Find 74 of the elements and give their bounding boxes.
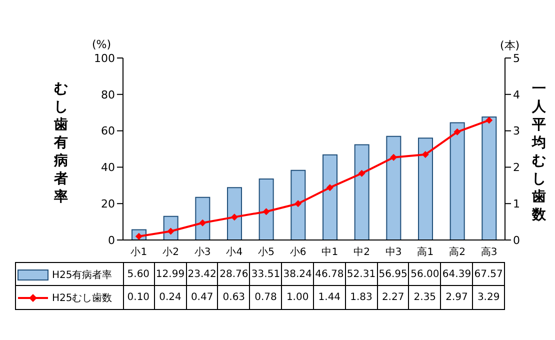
data-label: 46.78 [314, 263, 346, 286]
y-tick-label: 60 [101, 124, 115, 138]
data-label: 2.35 [410, 286, 442, 309]
x-tick-label: 小5 [258, 246, 274, 258]
bar [290, 170, 306, 240]
point [294, 200, 302, 208]
legend-label: H25有病者率 [52, 268, 112, 282]
text: (本) [500, 38, 520, 53]
x-tick-label: 中2 [354, 246, 370, 258]
bar [386, 136, 402, 240]
x-tick-label: 高2 [449, 246, 466, 258]
x-tick-label: 中1 [322, 246, 338, 258]
y2-tick-label: 1 [513, 198, 520, 211]
data-label: 1.44 [314, 286, 346, 309]
y2-tick-label: 2 [513, 161, 520, 174]
point [262, 208, 270, 216]
bar [322, 154, 338, 240]
point [390, 154, 398, 161]
point [230, 214, 238, 221]
data-label: 1.00 [282, 286, 314, 309]
y2-tick-label: 0 [513, 234, 520, 247]
y-tick-label: 0 [108, 234, 115, 247]
x-tick-label: 小6 [290, 246, 306, 258]
y-tick-label: 40 [101, 161, 115, 174]
data-label: 12.99 [154, 263, 187, 286]
data-label: 5.60 [123, 263, 155, 286]
x-tick-label: 小4 [226, 246, 243, 258]
y-axis-title: むし歯有病者率 [52, 80, 69, 206]
data-label: 3.29 [473, 286, 505, 309]
data-label: 33.51 [250, 263, 282, 286]
point [199, 219, 206, 226]
bar [418, 138, 433, 240]
bar [450, 122, 465, 240]
data-label: 52.31 [346, 263, 378, 286]
data-label: 0.10 [123, 286, 155, 309]
bar [354, 144, 370, 240]
data-label: 0.47 [186, 286, 218, 309]
data-label: 2.27 [378, 286, 410, 309]
data-label: 23.42 [186, 263, 218, 286]
x-tick-label: 高3 [480, 246, 498, 258]
y2-tick-label: 3 [513, 124, 520, 138]
data-label: 2.97 [441, 286, 474, 309]
point [422, 150, 429, 158]
x-tick-label: 中3 [385, 246, 402, 258]
point [326, 184, 334, 192]
data-label: 64.39 [441, 263, 474, 286]
y2-tick-label: 5 [513, 52, 520, 65]
data-label: 56.95 [378, 263, 410, 286]
data-label: 0.78 [250, 286, 282, 309]
data-label: 38.24 [282, 263, 314, 286]
y-tick-label: 80 [101, 88, 115, 102]
y-tick-label: 100 [94, 52, 115, 65]
y2-axis-title: 一人平均むし歯数 [530, 80, 547, 224]
text: (%) [92, 38, 112, 51]
point [454, 128, 461, 136]
x-tick-label: 小3 [194, 246, 211, 258]
data-label: 56.00 [410, 263, 442, 286]
point [486, 116, 493, 124]
x-tick-label: 小1 [130, 246, 148, 258]
data-label: 1.83 [346, 286, 378, 309]
bar [195, 196, 210, 240]
legend-label: H25むし歯数 [52, 292, 112, 304]
bar [258, 178, 274, 240]
data-label: 0.63 [218, 286, 250, 309]
x-tick-label: 小2 [162, 246, 179, 258]
x-tick-label: 高1 [417, 246, 434, 258]
point [358, 170, 366, 177]
bar [482, 116, 497, 240]
bar [227, 187, 242, 240]
y2-tick-label: 4 [513, 88, 520, 102]
y-tick-label: 20 [101, 198, 115, 211]
data-label: 67.57 [473, 263, 505, 286]
data-label: 0.24 [154, 286, 187, 309]
data-label: 28.76 [218, 263, 250, 286]
